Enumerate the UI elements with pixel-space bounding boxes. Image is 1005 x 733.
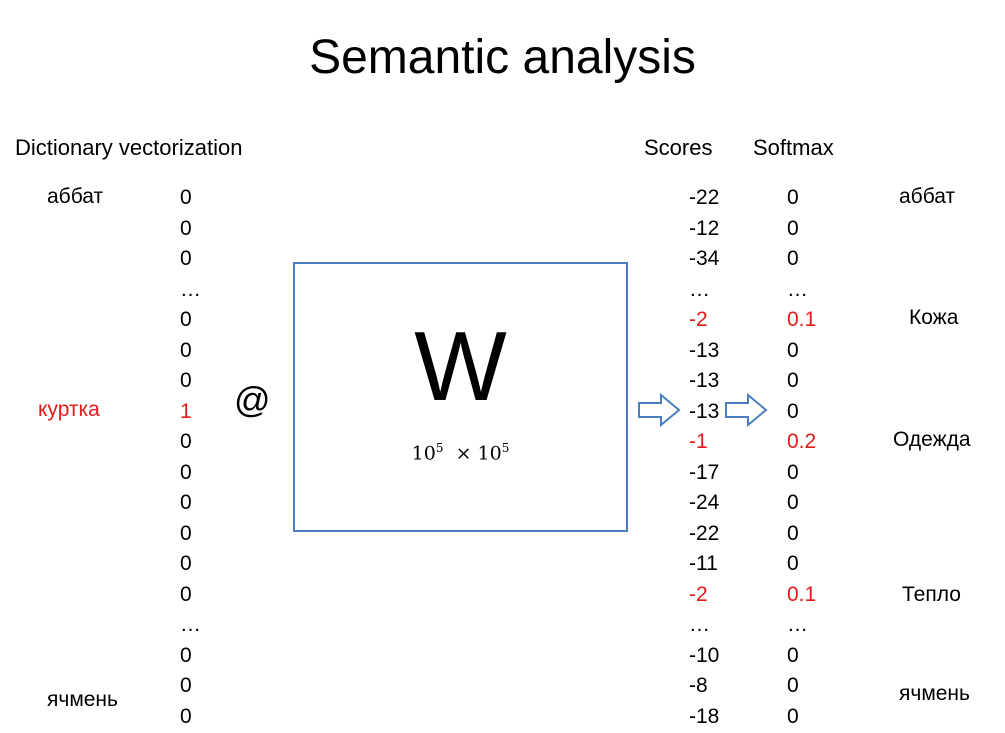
vector-cell: 0 (180, 184, 201, 215)
score-cell-highlight: -1 (689, 428, 719, 459)
vector-cell: 0 (180, 520, 201, 551)
softmax-cell: 0 (787, 459, 816, 490)
score-cell: -12 (689, 215, 719, 246)
vector-cell: 0 (180, 489, 201, 520)
softmax-cell: 0 (787, 672, 816, 703)
vector-cell: 0 (180, 672, 201, 703)
input-word-last: ячмень (47, 687, 118, 713)
right-arrow-icon (637, 393, 681, 427)
dim-times: × (456, 442, 472, 464)
softmax-cell: 0 (787, 245, 816, 276)
score-cell: -22 (689, 184, 719, 215)
softmax-cell: 0 (787, 703, 816, 733)
softmax-cell: 0 (787, 367, 816, 398)
input-word-active: куртка (38, 397, 100, 423)
score-cell: -22 (689, 520, 719, 551)
vector-cell: 0 (180, 306, 201, 337)
vector-cell: 0 (180, 581, 201, 612)
vector-cell: 0 (180, 459, 201, 490)
softmax-cell: 0 (787, 489, 816, 520)
score-cell: -13 (689, 398, 719, 429)
one-hot-vector: 0 0 0 … 0 0 0 1 0 0 0 0 0 0 … 0 0 0 (180, 184, 201, 733)
heading-softmax: Softmax (753, 134, 834, 162)
softmax-cell: 0 (787, 337, 816, 368)
softmax-cell: 0 (787, 215, 816, 246)
score-cell: -17 (689, 459, 719, 490)
score-cell: -8 (689, 672, 719, 703)
softmax-cell: 0 (787, 520, 816, 551)
score-cell: -18 (689, 703, 719, 733)
softmax-cell-highlight: 0.1 (787, 581, 816, 612)
vector-cell: 0 (180, 245, 201, 276)
score-cell: -10 (689, 642, 719, 673)
vector-cell: 0 (180, 337, 201, 368)
input-word-first: аббат (47, 184, 103, 210)
score-cell: … (689, 611, 719, 642)
weight-matrix-dimensions: 105 × 105 (295, 436, 626, 465)
softmax-cell-highlight: 0.2 (787, 428, 816, 459)
dim-rows-base: 10 (412, 442, 436, 464)
scores-column: -22 -12 -34 … -2 -13 -13 -13 -1 -17 -24 … (689, 184, 719, 733)
dim-cols-exp: 5 (502, 441, 510, 455)
vector-cell: 0 (180, 428, 201, 459)
output-word-last: ячмень (899, 681, 970, 707)
vector-cell: … (180, 611, 201, 642)
softmax-cell: … (787, 276, 816, 307)
score-cell: -13 (689, 337, 719, 368)
score-cell-highlight: -2 (689, 306, 719, 337)
output-word-third: Одежда (893, 427, 971, 453)
score-cell: -34 (689, 245, 719, 276)
softmax-cell: 0 (787, 642, 816, 673)
dim-rows-exp: 5 (436, 441, 444, 455)
softmax-cell-highlight: 0.1 (787, 306, 816, 337)
vector-cell: 0 (180, 550, 201, 581)
vector-cell: … (180, 276, 201, 307)
vector-cell: 0 (180, 367, 201, 398)
output-word-first: аббат (899, 184, 955, 210)
softmax-cell: 0 (787, 550, 816, 581)
heading-dictionary-vectorization: Dictionary vectorization (15, 134, 242, 162)
score-cell: -24 (689, 489, 719, 520)
score-cell: -11 (689, 550, 719, 581)
slide-title: Semantic analysis (0, 30, 1005, 86)
softmax-cell: … (787, 611, 816, 642)
dim-cols-base: 10 (478, 442, 502, 464)
vector-cell-active: 1 (180, 398, 201, 429)
softmax-column: 0 0 0 … 0.1 0 0 0 0.2 0 0 0 0 0.1 … 0 0 … (787, 184, 816, 733)
weight-matrix-symbol: W (295, 316, 626, 416)
score-cell: … (689, 276, 719, 307)
softmax-cell: 0 (787, 184, 816, 215)
heading-scores: Scores (644, 134, 712, 162)
softmax-cell: 0 (787, 398, 816, 429)
output-word-fourth: Тепло (902, 582, 961, 608)
output-word-second: Кожа (909, 305, 958, 331)
score-cell: -13 (689, 367, 719, 398)
weight-matrix-box: W 105 × 105 (293, 262, 628, 532)
matmul-operator: @ (234, 380, 271, 420)
right-arrow-icon (724, 393, 768, 427)
vector-cell: 0 (180, 642, 201, 673)
score-cell-highlight: -2 (689, 581, 719, 612)
vector-cell: 0 (180, 703, 201, 733)
vector-cell: 0 (180, 215, 201, 246)
